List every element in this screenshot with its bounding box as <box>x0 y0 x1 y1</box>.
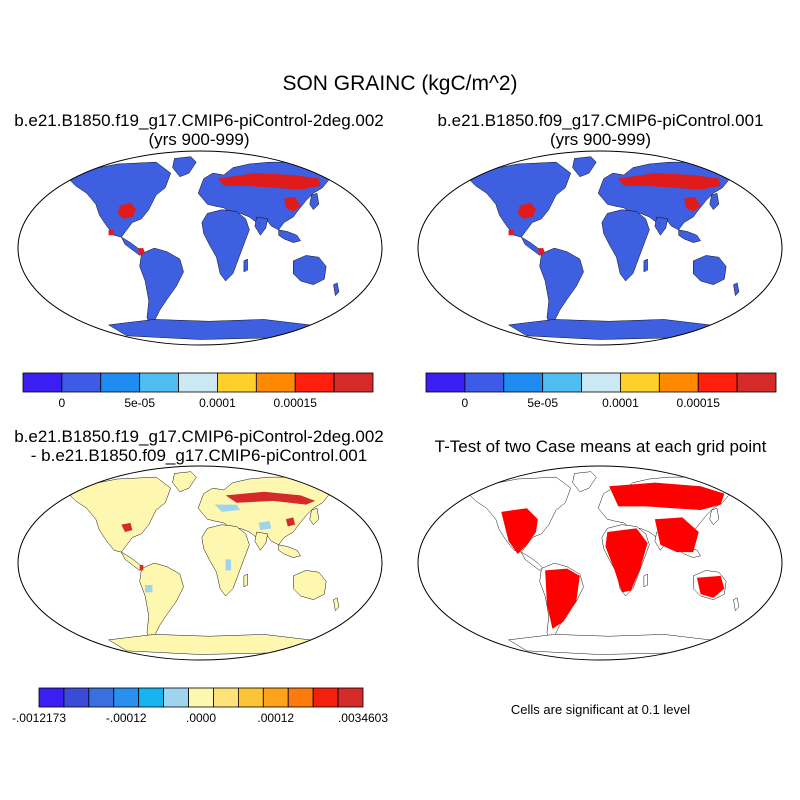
map-border-4 <box>417 465 783 661</box>
colorbar-case-2-swatch <box>658 372 699 393</box>
colorbar-diff-swatch <box>113 687 140 708</box>
colorbar-case-1: 0 5e-05 0.0001 0.00015 <box>22 372 374 410</box>
colorbar-case-2-swatch <box>503 372 544 393</box>
colorbar-diff-swatch <box>163 687 189 708</box>
colorbar-case-2-swatch <box>736 372 777 393</box>
colorbar-case-2-swatch <box>542 372 582 393</box>
colorbar-case-2: 0 5e-05 0.0001 0.00015 <box>425 372 777 410</box>
colorbar-case-1-tick-label: 5e-05 <box>124 396 155 410</box>
colorbar-diff-tick-label: .00012 <box>257 711 294 725</box>
colorbar-case-1-tick-label: 0.0001 <box>199 396 236 410</box>
panel1-title-line1: b.e21.B1850.f19_g17.CMIP6-piControl-2deg… <box>14 111 384 130</box>
colorbar-case-1-tick-label: 0 <box>59 396 66 410</box>
colorbar-diff-swatch <box>38 687 65 708</box>
panel2-title-line2: (yrs 900-999) <box>549 130 652 149</box>
colorbar-diff: -.0012173 -.00012 .0000 .00012 .0034603 <box>12 687 388 725</box>
colorbar-case-2-tick-label: 5e-05 <box>527 396 558 410</box>
colorbar-diff-swatch <box>262 687 289 708</box>
colorbar-diff-swatch <box>88 687 115 708</box>
colorbar-diff-tick-label: -.0012173 <box>12 711 66 725</box>
map-border-3 <box>17 465 383 661</box>
colorbar-diff-swatch <box>287 687 314 708</box>
colorbar-case-2-swatch <box>464 372 505 393</box>
colorbar-case-1-swatch <box>333 372 374 393</box>
colorbar-diff-swatch <box>312 687 339 708</box>
map-panel-1 <box>17 150 383 346</box>
map-border-1 <box>17 150 383 346</box>
colorbar-case-2-swatch <box>425 372 466 393</box>
colorbar-case-1-swatch <box>178 372 218 393</box>
map-panel-2 <box>417 150 783 346</box>
colorbar-case-1-swatch <box>139 372 179 393</box>
colorbar-diff-swatch <box>63 687 90 708</box>
panel3-title-line2: - b.e21.B1850.f09_g17.CMIP6-piControl.00… <box>30 446 368 465</box>
colorbar-case-1-swatch <box>255 372 296 393</box>
colorbar-case-2-tick-label: 0.0001 <box>602 396 639 410</box>
colorbar-diff-tick-label: .0034603 <box>338 711 388 725</box>
significance-note: Cells are significant at 0.1 level <box>510 702 691 717</box>
colorbar-case-1-swatch <box>100 372 141 393</box>
colorbar-case-2-swatch <box>697 372 738 393</box>
panel2-title-line1: b.e21.B1850.f09_g17.CMIP6-piControl.001 <box>437 111 764 130</box>
colorbar-case-1-swatch <box>22 372 63 393</box>
panel1-title-line2: (yrs 900-999) <box>148 130 250 149</box>
panel4-title: T-Test of two Case means at each grid po… <box>434 437 767 456</box>
colorbar-case-2-tick-label: 0.00015 <box>677 396 721 410</box>
colorbar-case-1-tick-label: 0.00015 <box>274 396 318 410</box>
colorbar-diff-swatch <box>337 687 364 708</box>
colorbar-case-1-swatch <box>61 372 102 393</box>
figure-title: SON GRAINC (kgC/m^2) <box>282 72 518 95</box>
colorbar-case-2-tick-label: 0 <box>462 396 469 410</box>
colorbar-diff-tick-label: .0000 <box>186 711 216 725</box>
map-panel-3 <box>17 465 383 661</box>
colorbar-case-2-swatch <box>620 372 660 393</box>
panel3-title-line1: b.e21.B1850.f19_g17.CMIP6-piControl-2deg… <box>14 427 384 446</box>
colorbar-diff-tick-label: -.00012 <box>106 711 147 725</box>
colorbar-diff-swatch <box>188 687 214 708</box>
colorbar-diff-swatch <box>213 687 239 708</box>
map-panel-4 <box>417 465 783 661</box>
map-border-2 <box>417 150 783 346</box>
colorbar-diff-swatch <box>138 687 165 708</box>
colorbar-case-1-swatch <box>217 372 257 393</box>
colorbar-case-2-swatch <box>581 372 621 393</box>
colorbar-case-1-swatch <box>294 372 335 393</box>
colorbar-diff-swatch <box>237 687 264 708</box>
